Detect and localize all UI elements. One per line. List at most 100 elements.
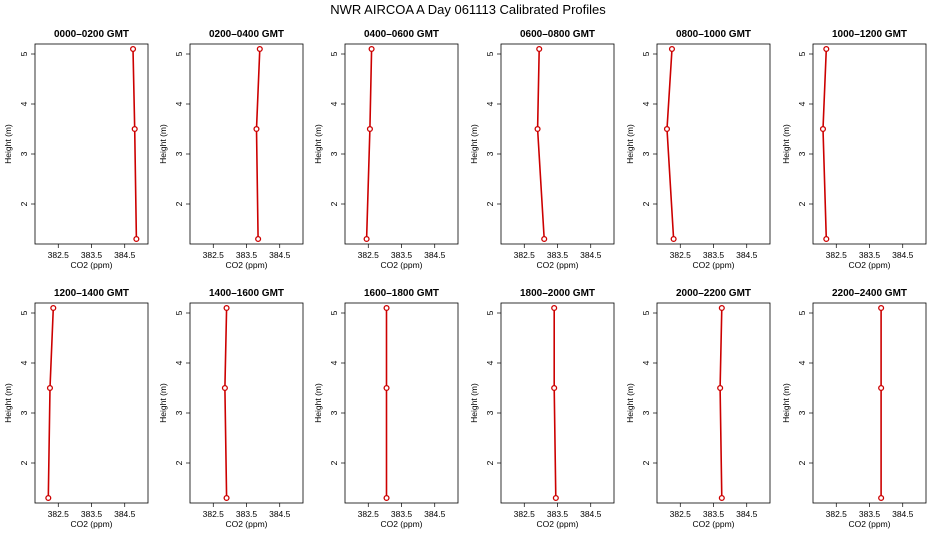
plot-frame bbox=[500, 43, 615, 245]
x-tick-label: 383.5 bbox=[81, 509, 103, 519]
y-axis-label: Height (m) bbox=[469, 124, 479, 164]
y-tick-label: 2 bbox=[174, 460, 184, 465]
y-tick-label: 2 bbox=[19, 201, 29, 206]
y-tick-label: 2 bbox=[485, 201, 495, 206]
profile-line bbox=[365, 48, 373, 240]
data-point bbox=[663, 125, 671, 133]
y-tick-label: 4 bbox=[19, 360, 29, 365]
y-tick-label: 2 bbox=[485, 460, 495, 465]
x-tick-label: 382.5 bbox=[358, 250, 380, 260]
panel-title: 0000–0200 GMT bbox=[54, 29, 129, 40]
y-tick-label: 2 bbox=[174, 201, 184, 206]
panel-title: 0400–0600 GMT bbox=[364, 29, 439, 40]
x-axis-label: CO2 (ppm) bbox=[536, 519, 578, 529]
data-point bbox=[221, 384, 228, 392]
y-tick-label: 3 bbox=[797, 410, 807, 415]
plot-frame bbox=[812, 302, 927, 504]
panel-title: 1000–1200 GMT bbox=[832, 29, 907, 40]
plot-frame bbox=[500, 302, 615, 504]
y-tick-label: 5 bbox=[797, 310, 807, 315]
x-tick-label: 383.5 bbox=[547, 250, 569, 260]
profile-line bbox=[536, 48, 545, 240]
x-axis-label: CO2 (ppm) bbox=[225, 519, 267, 529]
y-axis-label: Height (m) bbox=[158, 383, 168, 423]
y-tick-label: 3 bbox=[641, 410, 651, 415]
data-point bbox=[366, 125, 373, 133]
x-tick-label: 383.5 bbox=[703, 250, 725, 260]
y-tick-label: 2 bbox=[329, 460, 339, 465]
y-tick-label: 5 bbox=[485, 310, 495, 315]
data-point bbox=[133, 235, 140, 243]
x-tick-label: 384.5 bbox=[269, 509, 291, 519]
data-point bbox=[131, 125, 138, 133]
y-tick-label: 4 bbox=[19, 101, 29, 106]
x-tick-label: 384.5 bbox=[892, 250, 914, 260]
plot-frame bbox=[344, 43, 459, 245]
x-axis-label: CO2 (ppm) bbox=[380, 519, 422, 529]
panel-title: 1400–1600 GMT bbox=[209, 288, 284, 299]
data-point bbox=[223, 304, 230, 312]
plot-frame bbox=[34, 43, 149, 245]
y-tick-label: 5 bbox=[485, 51, 495, 56]
data-point bbox=[819, 125, 827, 133]
y-tick-label: 5 bbox=[641, 51, 651, 56]
y-tick-label: 4 bbox=[797, 360, 807, 365]
data-point bbox=[534, 125, 541, 133]
y-tick-label: 3 bbox=[329, 151, 339, 156]
y-tick-label: 5 bbox=[19, 310, 29, 315]
data-point bbox=[551, 304, 558, 312]
y-tick-label: 3 bbox=[19, 410, 29, 415]
panel-title: 1600–1800 GMT bbox=[364, 288, 439, 299]
x-axis-label: CO2 (ppm) bbox=[70, 260, 112, 270]
y-tick-label: 3 bbox=[797, 151, 807, 156]
y-tick-label: 4 bbox=[329, 101, 339, 106]
y-tick-label: 3 bbox=[485, 410, 495, 415]
data-point bbox=[536, 45, 543, 53]
x-tick-label: 382.5 bbox=[48, 250, 70, 260]
plot-frame bbox=[656, 302, 771, 504]
panel-title: 1200–1400 GMT bbox=[54, 288, 129, 299]
data-point bbox=[223, 494, 230, 502]
profile-line bbox=[47, 307, 55, 499]
x-tick-label: 383.5 bbox=[81, 250, 103, 260]
x-tick-label: 382.5 bbox=[514, 509, 536, 519]
data-point bbox=[668, 45, 676, 53]
data-point bbox=[878, 304, 885, 312]
profile-line bbox=[666, 48, 675, 240]
profile-line bbox=[719, 307, 723, 499]
y-tick-label: 2 bbox=[641, 460, 651, 465]
data-point bbox=[383, 494, 390, 502]
y-tick-label: 3 bbox=[174, 151, 184, 156]
panel-title: 1800–2000 GMT bbox=[520, 288, 595, 299]
data-point bbox=[368, 45, 375, 53]
y-tick-label: 5 bbox=[797, 51, 807, 56]
x-axis-label: CO2 (ppm) bbox=[848, 260, 890, 270]
y-tick-label: 3 bbox=[329, 410, 339, 415]
x-tick-label: 382.5 bbox=[670, 509, 692, 519]
x-tick-label: 384.5 bbox=[114, 509, 136, 519]
y-axis-label: Height (m) bbox=[625, 383, 635, 423]
x-tick-label: 384.5 bbox=[424, 509, 446, 519]
data-point bbox=[878, 494, 885, 502]
y-tick-label: 5 bbox=[329, 310, 339, 315]
profile-line bbox=[553, 308, 557, 499]
data-point bbox=[823, 45, 830, 53]
x-tick-label: 382.5 bbox=[358, 509, 380, 519]
plot-frame bbox=[344, 302, 459, 504]
y-tick-label: 4 bbox=[485, 101, 495, 106]
profile-line bbox=[822, 48, 828, 240]
y-tick-label: 5 bbox=[174, 310, 184, 315]
y-tick-label: 2 bbox=[797, 201, 807, 206]
x-tick-label: 383.5 bbox=[547, 509, 569, 519]
x-tick-label: 382.5 bbox=[826, 509, 848, 519]
x-tick-label: 384.5 bbox=[114, 250, 136, 260]
data-point bbox=[718, 494, 725, 502]
plot-frame bbox=[812, 43, 927, 245]
data-point bbox=[383, 384, 390, 392]
